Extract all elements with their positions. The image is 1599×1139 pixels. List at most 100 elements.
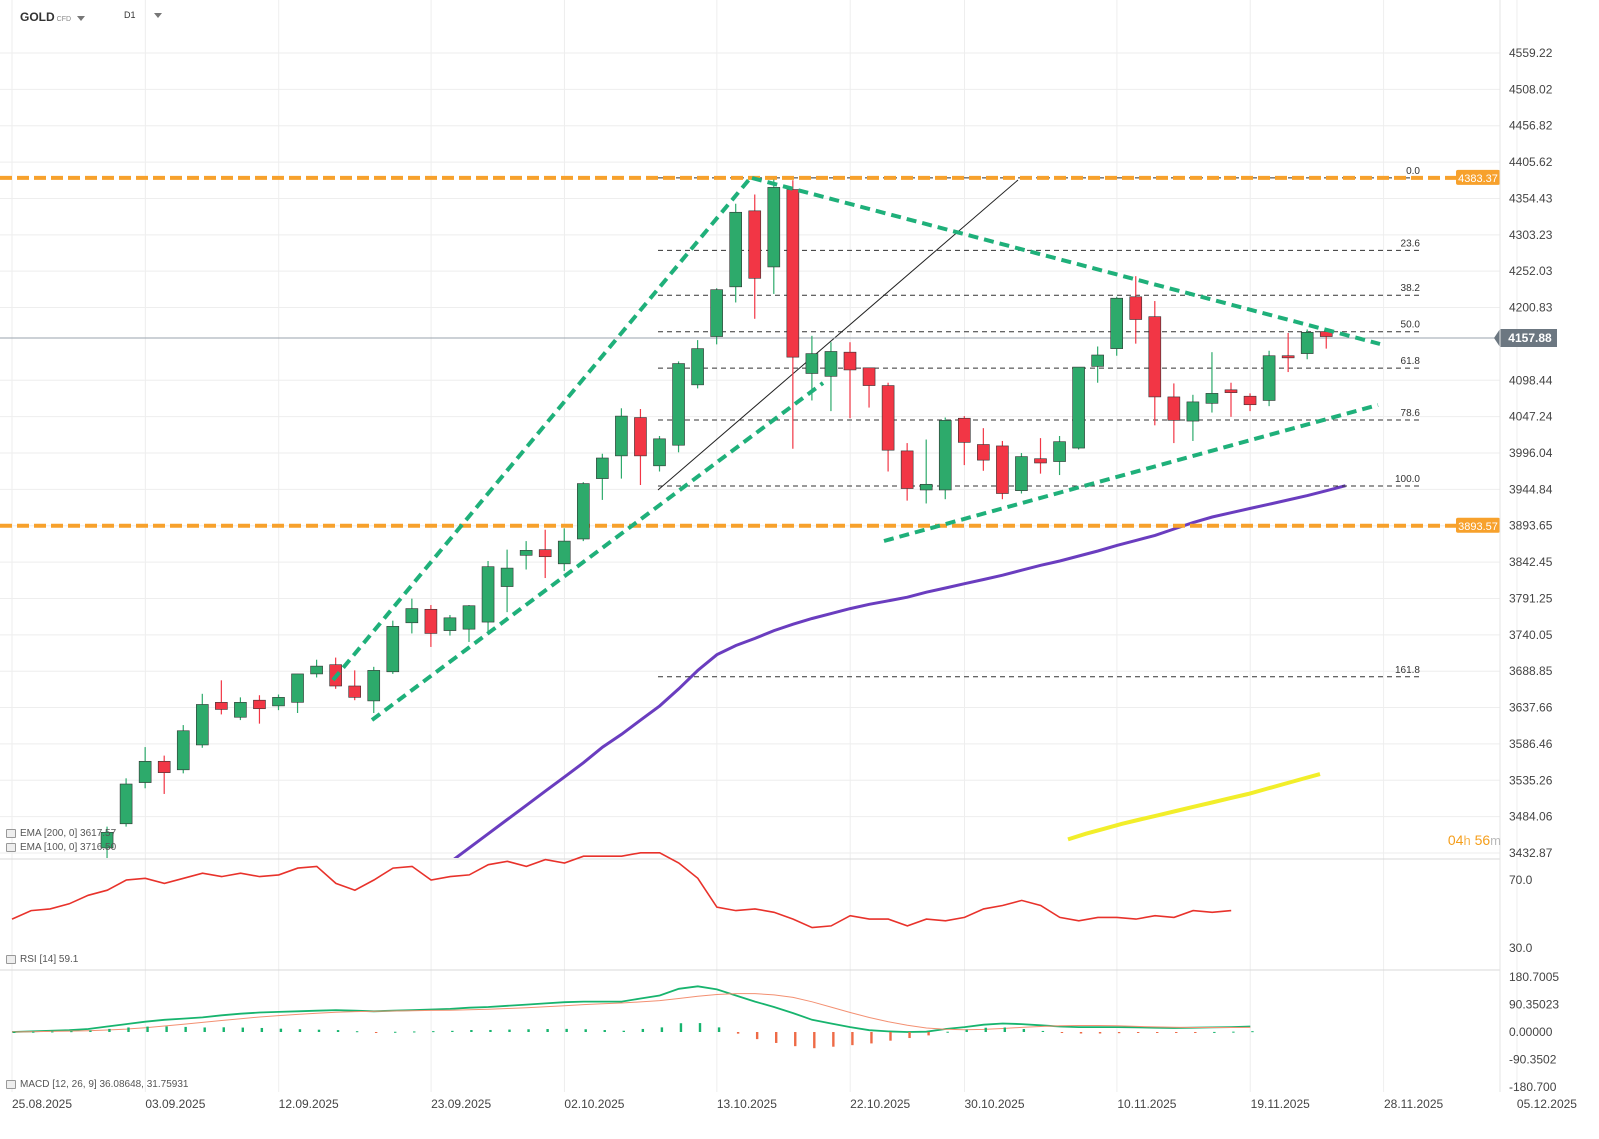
candle-body (1262, 355, 1276, 401)
level-price-tag: 4383.37 (1458, 173, 1498, 185)
indicator-rsi[interactable]: RSI [14] 59.1 (6, 954, 78, 965)
candle-body (138, 760, 152, 783)
indicator-macd[interactable]: MACD [12, 26, 9] 36.08648, 31.75931 (6, 1079, 188, 1090)
macd-histogram-bar (355, 1031, 359, 1033)
candle-body (1053, 441, 1066, 462)
trend-line (751, 176, 1381, 346)
macd-histogram-bar (851, 1032, 854, 1046)
macd-histogram-bar (432, 1031, 435, 1033)
macd-histogram-bar (489, 1029, 492, 1032)
macd-histogram-bar (984, 1027, 987, 1032)
x-tick-label: 25.08.2025 (12, 1097, 72, 1111)
candle-body (596, 457, 609, 479)
macd-histogram-bar (413, 1031, 416, 1033)
macd-histogram-bar (736, 1032, 740, 1034)
candle-body (1243, 395, 1257, 406)
fib-level-label: 161.8 (1395, 665, 1420, 676)
macd-tick-label: 90.35023 (1509, 997, 1559, 1011)
macd-histogram-bar (336, 1030, 340, 1032)
macd-histogram-bar (222, 1027, 225, 1032)
rsi-tick-label: 70.0 (1509, 873, 1533, 887)
macd-histogram-bar (89, 1030, 92, 1032)
macd-signal-line (11, 993, 1251, 1033)
macd-histogram-bar (108, 1028, 111, 1032)
macd-histogram-bar (165, 1026, 168, 1032)
macd-histogram-bar (1041, 1030, 1045, 1032)
macd-histogram-bar (832, 1032, 835, 1047)
candle-body (519, 550, 533, 556)
ema100-line (1067, 772, 1321, 842)
macd-histogram-bar (13, 1032, 16, 1033)
candle-body (405, 608, 419, 624)
candle-body (786, 189, 800, 358)
candle-body (253, 699, 266, 710)
y-tick-label: 3484.06 (1509, 810, 1553, 824)
indicator-settings-icon[interactable] (6, 955, 16, 964)
indicator-label: MACD [12, 26, 9] 36.08648, 31.75931 (20, 1079, 189, 1090)
trend-line (883, 403, 1379, 543)
macd-histogram-bar (775, 1032, 778, 1043)
macd-histogram-bar (679, 1023, 683, 1032)
indicator-settings-icon[interactable] (6, 829, 16, 838)
x-tick-label: 19.11.2025 (1251, 1097, 1310, 1111)
timer-minutes: 56 (1474, 832, 1491, 848)
symbol-selector[interactable]: GOLD CFD (20, 10, 86, 24)
candle-body (1034, 458, 1047, 464)
macd-histogram-bar (260, 1027, 264, 1032)
macd-histogram-bar (584, 1029, 587, 1032)
y-tick-label: 4200.83 (1509, 301, 1553, 315)
candle-body (881, 385, 895, 451)
macd-histogram-bar (394, 1031, 397, 1033)
candle-body (386, 626, 400, 673)
indicator-settings-icon[interactable] (6, 1080, 16, 1089)
candle-body (176, 730, 190, 771)
macd-histogram-bar (279, 1028, 283, 1032)
candle-body (900, 450, 914, 489)
symbol-tag: CFD (56, 16, 72, 23)
indicator-ema100[interactable]: EMA [100, 0] 3716.50 (6, 842, 116, 853)
indicator-label: EMA [200, 0] 3617.57 (20, 828, 117, 839)
indicator-settings-icon[interactable] (6, 843, 16, 852)
candle-body (272, 697, 285, 707)
fib-level-label: 61.8 (1401, 356, 1421, 367)
x-tick-label: 02.10.2025 (564, 1097, 624, 1111)
timer-hours: 04 (1447, 832, 1464, 848)
macd-histogram-bar (794, 1032, 797, 1047)
timeframe-label: D1 (124, 10, 136, 20)
macd-histogram-bar (717, 1027, 721, 1032)
x-tick-label: 05.12.2025 (1517, 1097, 1577, 1111)
macd-histogram-bar (965, 1029, 968, 1032)
indicator-ema200[interactable]: EMA [200, 0] 3617.57 (6, 828, 116, 839)
y-tick-label: 3688.85 (1509, 664, 1553, 678)
candle-body (805, 353, 819, 374)
candle-body (1281, 355, 1295, 359)
candle-body (538, 549, 552, 558)
x-tick-label: 12.09.2025 (279, 1097, 339, 1111)
y-tick-label: 4303.23 (1509, 228, 1553, 242)
macd-histogram-bar (146, 1026, 149, 1032)
x-tick-label: 10.11.2025 (1117, 1097, 1176, 1111)
y-tick-label: 3535.26 (1509, 773, 1553, 787)
macd-histogram-bar (927, 1032, 930, 1036)
candle-body (443, 617, 457, 631)
candle-timer: 04h 56m (1447, 832, 1501, 848)
y-tick-label: 3893.65 (1509, 519, 1553, 533)
rsi-tick-label: 30.0 (1509, 941, 1533, 955)
fib-level-label: 23.6 (1401, 238, 1421, 249)
macd-histogram-bar (203, 1027, 206, 1032)
symbol-name: GOLD (20, 10, 55, 24)
chevron-down-icon (153, 13, 162, 19)
macd-tick-label: 180.7005 (1509, 970, 1559, 984)
macd-histogram-bar (813, 1032, 816, 1049)
macd-tick-label: -180.700 (1509, 1080, 1557, 1094)
candle-body (1186, 401, 1200, 422)
candle-body (824, 351, 838, 377)
macd-histogram-bar (870, 1032, 873, 1044)
x-tick-label: 23.09.2025 (431, 1097, 491, 1111)
macd-histogram-bar (1213, 1031, 1216, 1033)
macd-histogram-bar (70, 1031, 73, 1033)
candle-body (500, 567, 514, 587)
candle-body (234, 702, 247, 718)
timeframe-selector[interactable]: D1 (124, 10, 162, 20)
